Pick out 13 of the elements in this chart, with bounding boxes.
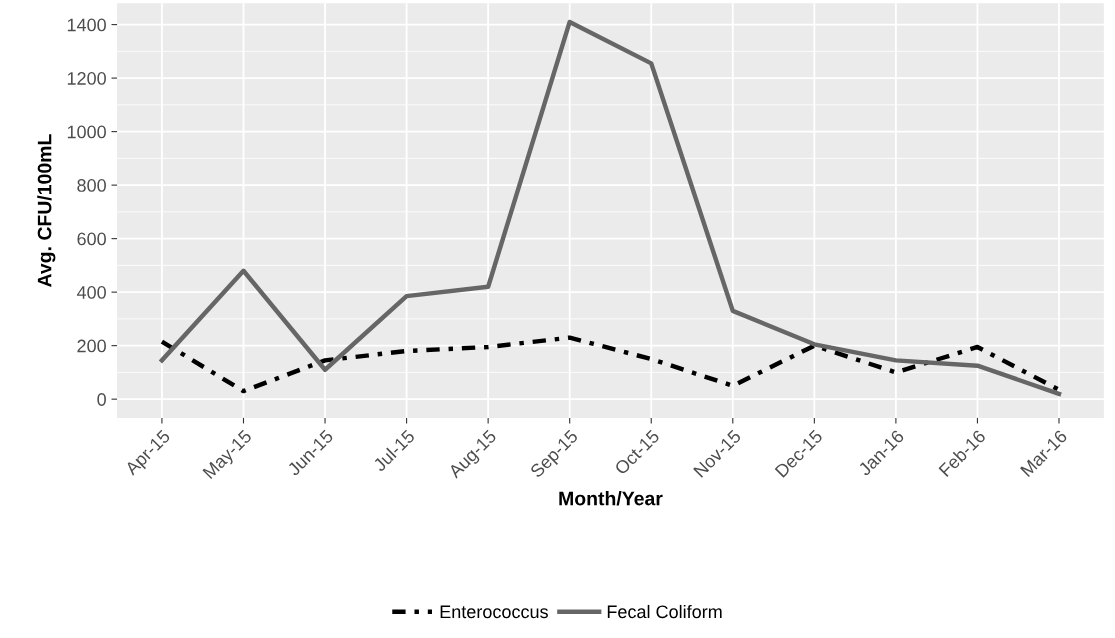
y-tick-label: 800 xyxy=(77,179,106,192)
y-axis-title: Avg. CFU/100mL xyxy=(37,134,56,287)
y-tick-label: 1200 xyxy=(67,72,106,85)
y-tick-label: 1400 xyxy=(67,18,106,32)
line-series xyxy=(159,19,1062,397)
x-axis-title: Month/Year xyxy=(559,491,663,506)
y-tick-label: 200 xyxy=(77,339,106,353)
y-tick-label: 1000 xyxy=(67,125,106,139)
y-tick-label: 0 xyxy=(97,393,106,406)
legend-label: Fecal Coliform xyxy=(607,604,722,619)
y-tick-label: 600 xyxy=(77,232,106,246)
y-tick-label: 400 xyxy=(76,286,106,299)
legend-label: Enterococcus xyxy=(440,605,548,619)
